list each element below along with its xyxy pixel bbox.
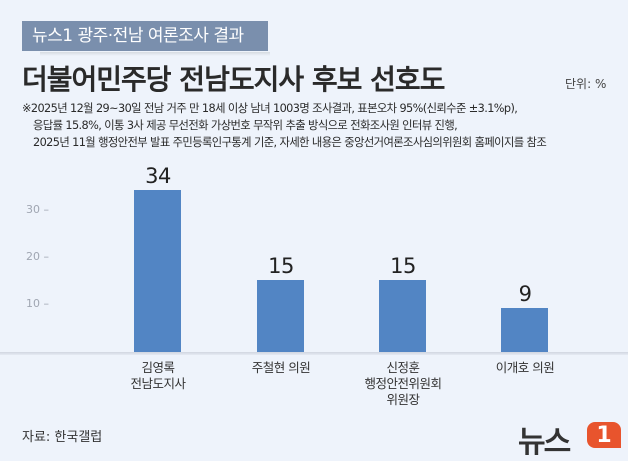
bar-value-label: 34 <box>145 164 171 188</box>
category-label: 이개호 의원 <box>495 360 555 375</box>
news1-logo: 뉴스 1 <box>515 415 621 460</box>
banner-shadow <box>40 52 270 56</box>
y-tick-10: 10 – <box>26 297 49 310</box>
unit-label: 단위: % <box>565 77 607 91</box>
category-label: 김영록 전남도지사 <box>130 360 186 391</box>
bar-joo-cheolhyun <box>257 280 304 352</box>
y-tick-20: 20 – <box>26 250 49 263</box>
logo-text: 뉴스 <box>518 425 571 460</box>
survey-banner: 뉴스1 광주·전남 여론조사 결과 <box>22 21 268 51</box>
bar-lee-gaeho <box>501 308 548 352</box>
category-label: 신정훈 행정안전위원회 위원장 <box>364 360 442 407</box>
category-label: 주철현 의원 <box>251 360 311 375</box>
chart-title: 더불어민주당 전남도지사 후보 선호도 <box>22 63 445 96</box>
bar-value-label: 15 <box>390 254 416 278</box>
y-tick-30: 30 – <box>26 203 49 216</box>
bar-value-label: 15 <box>268 254 294 278</box>
source-label: 자료: 한국갤럽 <box>22 430 103 445</box>
bar-value-label: 9 <box>518 282 532 306</box>
bar-kim-youngrok <box>134 190 181 352</box>
note-line-1: ※2025년 12월 29~30일 전남 거주 만 18세 이상 남녀 1003… <box>22 102 518 115</box>
logo-badge-icon: 1 <box>587 422 621 448</box>
bar-shin-junghoon <box>379 280 426 352</box>
x-axis-baseline <box>0 352 628 355</box>
note-line-2: 응답률 15.8%, 이통 3사 제공 무선전화 가상번호 무작위 추출 방식으… <box>33 119 458 132</box>
note-line-3: 2025년 11월 행정안전부 발표 주민등록인구통계 기준, 자세한 내용은 … <box>33 136 547 149</box>
survey-note: ※2025년 12월 29~30일 전남 거주 만 18세 이상 남녀 1003… <box>22 100 622 151</box>
